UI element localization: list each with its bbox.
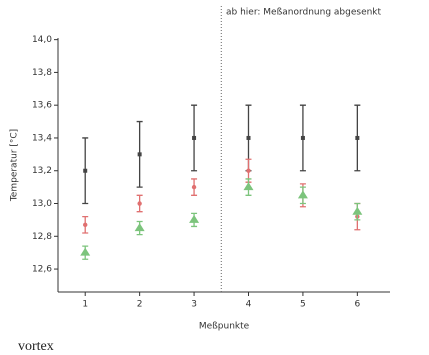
- y-tick-label: 13,0: [32, 199, 52, 209]
- x-tick-label: 5: [300, 300, 306, 310]
- annotation: ab hier: Meßanordnung abgesenkt: [226, 8, 382, 18]
- x-tick-label: 4: [246, 300, 252, 310]
- y-axis-label: Temperatur [°C]: [10, 129, 20, 202]
- marker: [243, 182, 254, 191]
- x-tick-label: 2: [137, 300, 143, 310]
- y-tick-label: 13,8: [32, 68, 52, 78]
- marker: [355, 135, 360, 140]
- marker: [134, 223, 145, 232]
- marker: [191, 184, 197, 190]
- marker: [246, 168, 251, 173]
- marker: [192, 135, 197, 140]
- y-tick-label: 13,2: [32, 166, 52, 176]
- y-tick-label: 12,8: [32, 232, 52, 242]
- marker: [246, 135, 251, 140]
- marker: [137, 152, 142, 157]
- marker: [300, 135, 305, 140]
- x-tick-label: 3: [191, 300, 197, 310]
- y-tick-label: 12,6: [32, 265, 52, 275]
- x-axis-label: Meßpunkte: [199, 322, 250, 332]
- marker: [83, 168, 88, 173]
- y-tick-label: 13,6: [32, 101, 52, 111]
- x-tick-label: 6: [354, 300, 360, 310]
- marker: [189, 214, 200, 223]
- y-tick-label: 14,0: [32, 35, 52, 45]
- caption: vortex: [18, 339, 54, 354]
- marker: [80, 247, 91, 256]
- y-tick-label: 13,4: [32, 133, 52, 143]
- marker: [352, 206, 363, 215]
- x-tick-label: 1: [82, 300, 88, 310]
- marker: [83, 222, 88, 228]
- marker: [297, 190, 308, 199]
- marker: [137, 201, 142, 206]
